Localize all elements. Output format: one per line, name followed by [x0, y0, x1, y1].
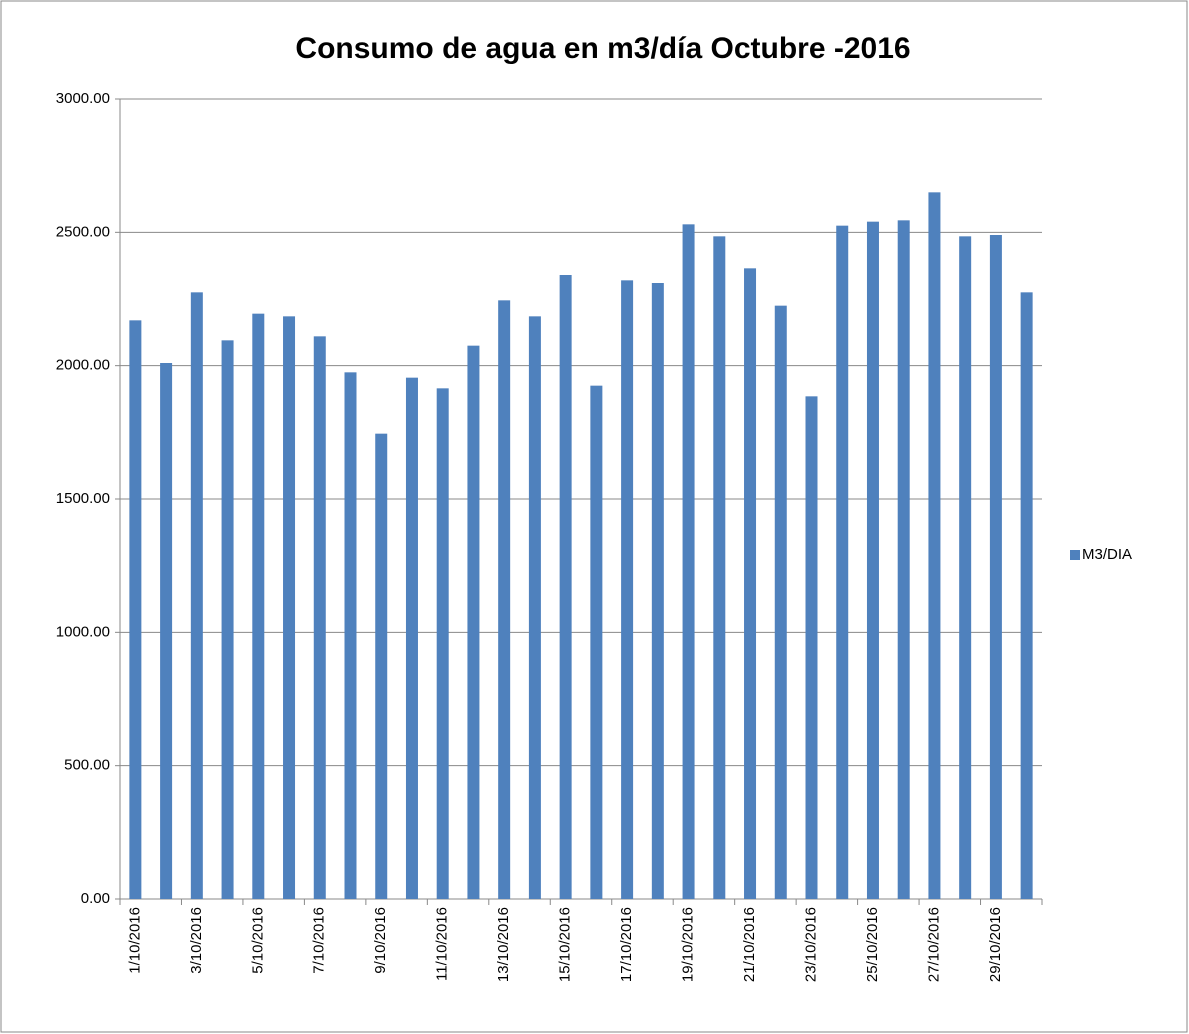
bar — [713, 236, 726, 900]
y-tick-label: 500.00 — [64, 757, 110, 774]
bar — [129, 320, 142, 899]
x-tick-label: 27/10/2016 — [925, 907, 942, 982]
bar — [375, 433, 388, 899]
bar — [559, 275, 572, 899]
bar — [467, 345, 480, 900]
bar — [160, 363, 173, 899]
x-tick-label: 25/10/2016 — [864, 907, 881, 982]
x-tick-label: 19/10/2016 — [680, 907, 697, 982]
x-tick-label: 5/10/2016 — [249, 907, 266, 974]
x-tick-label: 15/10/2016 — [557, 907, 574, 982]
x-tick-label: 3/10/2016 — [188, 907, 205, 974]
bar — [928, 192, 941, 900]
bar — [405, 377, 418, 900]
x-tick-label: 23/10/2016 — [802, 907, 819, 982]
bar — [528, 316, 541, 899]
legend-swatch — [1070, 550, 1080, 560]
bar — [436, 388, 449, 899]
x-tick-label: 17/10/2016 — [618, 907, 635, 982]
bar — [897, 220, 910, 900]
bar — [283, 316, 296, 899]
x-tick-label: 21/10/2016 — [741, 907, 758, 982]
x-tick-label: 11/10/2016 — [434, 907, 451, 981]
bar — [959, 236, 972, 900]
y-tick-label: 3000.00 — [56, 90, 110, 107]
bar — [344, 372, 357, 899]
y-tick-label: 2000.00 — [56, 357, 110, 374]
y-tick-label: 1500.00 — [56, 490, 110, 507]
x-tick-label: 9/10/2016 — [372, 907, 389, 974]
bar — [774, 305, 787, 900]
bar — [682, 224, 695, 900]
y-tick-label: 0.00 — [81, 890, 110, 907]
bar — [866, 221, 879, 899]
x-tick-label: 29/10/2016 — [987, 907, 1004, 982]
bar — [1020, 292, 1033, 899]
bar — [651, 283, 664, 899]
bar — [744, 268, 757, 899]
legend-label: M3/DIA — [1082, 546, 1132, 563]
x-tick-label: 1/10/2016 — [126, 907, 143, 974]
y-tick-label: 1000.00 — [56, 623, 110, 640]
bar — [989, 235, 1002, 899]
bar — [252, 313, 265, 900]
bar — [313, 336, 326, 899]
bar — [221, 340, 234, 899]
bar — [621, 280, 634, 899]
bar — [190, 292, 203, 899]
bar — [805, 396, 818, 899]
bar — [590, 385, 603, 900]
bar — [498, 300, 511, 899]
bar — [836, 225, 849, 899]
x-tick-label: 13/10/2016 — [495, 907, 512, 982]
y-tick-label: 2500.00 — [56, 223, 110, 240]
x-tick-label: 7/10/2016 — [311, 907, 328, 974]
chart-title: Consumo de agua en m3/día Octubre -2016 — [295, 32, 910, 65]
